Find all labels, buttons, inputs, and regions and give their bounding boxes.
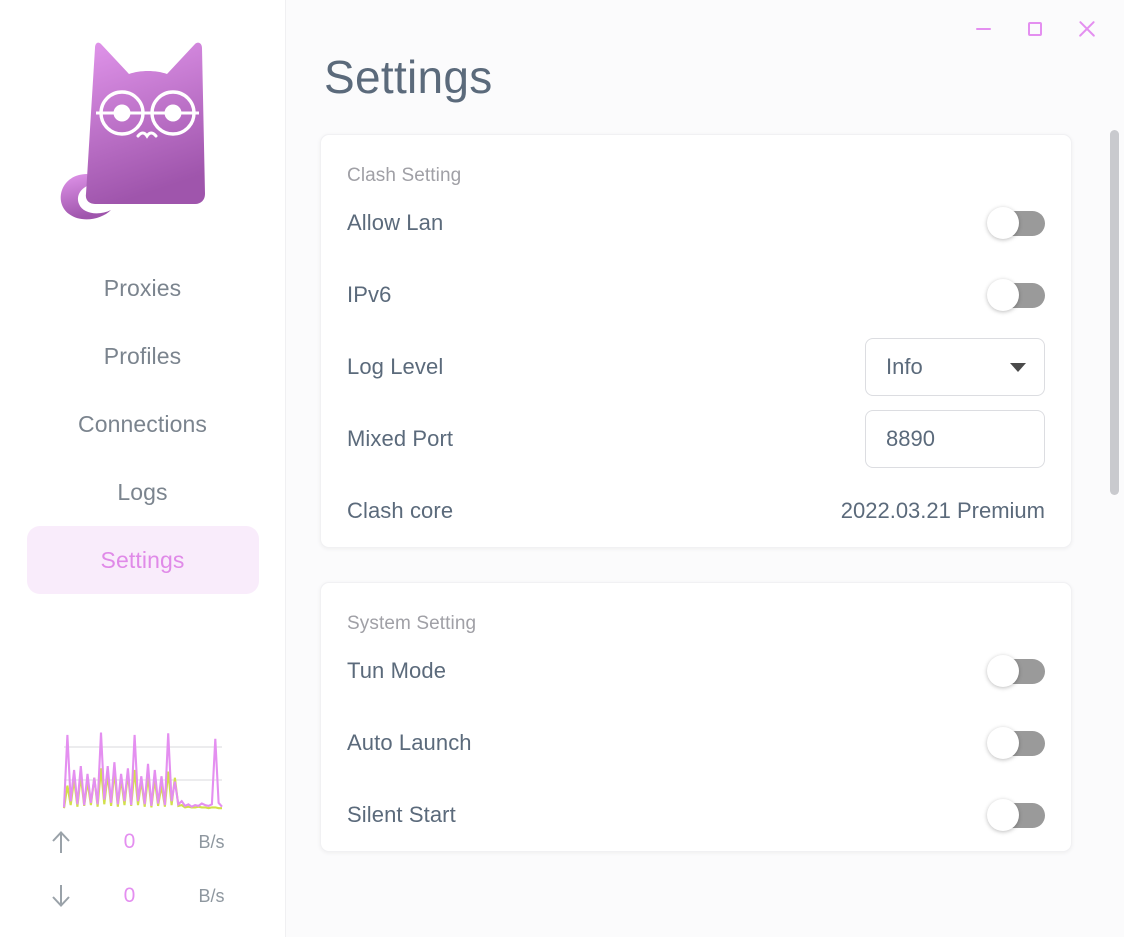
- toggle-knob: [987, 655, 1019, 687]
- row-label: Tun Mode: [347, 658, 447, 683]
- minimize-icon: [975, 28, 991, 30]
- download-speed-value: 0: [123, 884, 136, 907]
- system-setting-card: System Setting Tun Mode Auto Launch: [320, 582, 1072, 852]
- download-speed-unit: B/s: [198, 885, 225, 906]
- minimize-button[interactable]: [960, 9, 1006, 49]
- row-label: Clash core: [347, 498, 454, 523]
- close-button[interactable]: [1064, 9, 1110, 49]
- sidebar: Proxies Profiles Connections Logs Settin…: [0, 0, 286, 937]
- traffic-chart: [60, 725, 226, 815]
- row-label: Allow Lan: [347, 210, 444, 235]
- mixed-port-input[interactable]: [865, 410, 1045, 468]
- ipv6-toggle[interactable]: [987, 279, 1045, 311]
- tun-mode-toggle[interactable]: [987, 655, 1045, 687]
- row-clash-core: Clash core 2022.03.21 Premium: [345, 475, 1047, 547]
- row-label: Mixed Port: [347, 426, 454, 451]
- traffic-chart-svg: [62, 732, 223, 810]
- page-title: Settings: [324, 51, 493, 103]
- maximize-icon: [1028, 22, 1042, 36]
- close-icon: [1079, 21, 1095, 37]
- row-silent-start: Silent Start: [345, 779, 1047, 851]
- toggle-knob: [987, 279, 1019, 311]
- maximize-button[interactable]: [1012, 9, 1058, 49]
- row-label: Silent Start: [347, 802, 456, 827]
- system-setting-title: System Setting: [347, 613, 477, 634]
- row-auto-launch: Auto Launch: [345, 707, 1047, 779]
- row-label: Log Level: [347, 354, 444, 379]
- upload-speed-unit: B/s: [198, 831, 225, 852]
- traffic-download-row: 0 B/s: [48, 869, 238, 923]
- chart-series-upload: [62, 732, 223, 808]
- traffic-upload-row: 0 B/s: [48, 815, 238, 869]
- arrow-up-icon: [48, 829, 74, 855]
- clash-setting-title: Clash Setting: [347, 165, 462, 186]
- app-logo: [43, 18, 243, 230]
- settings-scroll-area: Settings Clash Setting Allow Lan IPv6: [286, 0, 1124, 937]
- row-label: IPv6: [347, 282, 392, 307]
- traffic-panel: 0 B/s 0 B/s: [0, 725, 285, 937]
- sidebar-item-label: Logs: [117, 478, 168, 505]
- row-mixed-port: Mixed Port: [345, 403, 1047, 475]
- clash-cat-logo-icon: [60, 42, 205, 220]
- chevron-down-icon: [1010, 362, 1026, 372]
- toggle-knob: [987, 207, 1019, 239]
- log-level-value: Info: [886, 354, 923, 379]
- row-log-level: Log Level Info: [345, 331, 1047, 403]
- row-label: Auto Launch: [347, 730, 472, 755]
- sidebar-item-profiles[interactable]: Profiles: [27, 322, 259, 390]
- scrollbar-thumb[interactable]: [1110, 130, 1119, 495]
- toggle-knob: [987, 727, 1019, 759]
- sidebar-item-label: Proxies: [103, 274, 182, 301]
- allow-lan-toggle[interactable]: [987, 207, 1045, 239]
- window-controls: [960, 0, 1124, 58]
- upload-speed-value: 0: [123, 830, 136, 853]
- row-ipv6: IPv6: [345, 259, 1047, 331]
- main-content: Settings Clash Setting Allow Lan IPv6: [286, 0, 1124, 937]
- silent-start-toggle[interactable]: [987, 799, 1045, 831]
- sidebar-item-connections[interactable]: Connections: [27, 390, 259, 458]
- clash-core-version: 2022.03.21 Premium: [840, 498, 1045, 523]
- sidebar-item-settings[interactable]: Settings: [26, 526, 259, 594]
- scrollbar-track[interactable]: [1110, 0, 1120, 937]
- arrow-down-icon: [48, 883, 74, 909]
- sidebar-item-label: Connections: [78, 410, 207, 437]
- row-allow-lan: Allow Lan: [345, 187, 1047, 259]
- toggle-knob: [987, 799, 1019, 831]
- auto-launch-toggle[interactable]: [987, 727, 1045, 759]
- log-level-select[interactable]: Info: [865, 338, 1045, 396]
- clash-setting-card: Clash Setting Allow Lan IPv6: [320, 134, 1072, 548]
- sidebar-item-logs[interactable]: Logs: [27, 458, 259, 526]
- sidebar-item-proxies[interactable]: Proxies: [27, 254, 259, 322]
- sidebar-item-label: Profiles: [103, 342, 182, 369]
- sidebar-item-label: Settings: [100, 546, 185, 573]
- row-tun-mode: Tun Mode: [345, 635, 1047, 707]
- sidebar-nav: Proxies Profiles Connections Logs Settin…: [0, 254, 285, 594]
